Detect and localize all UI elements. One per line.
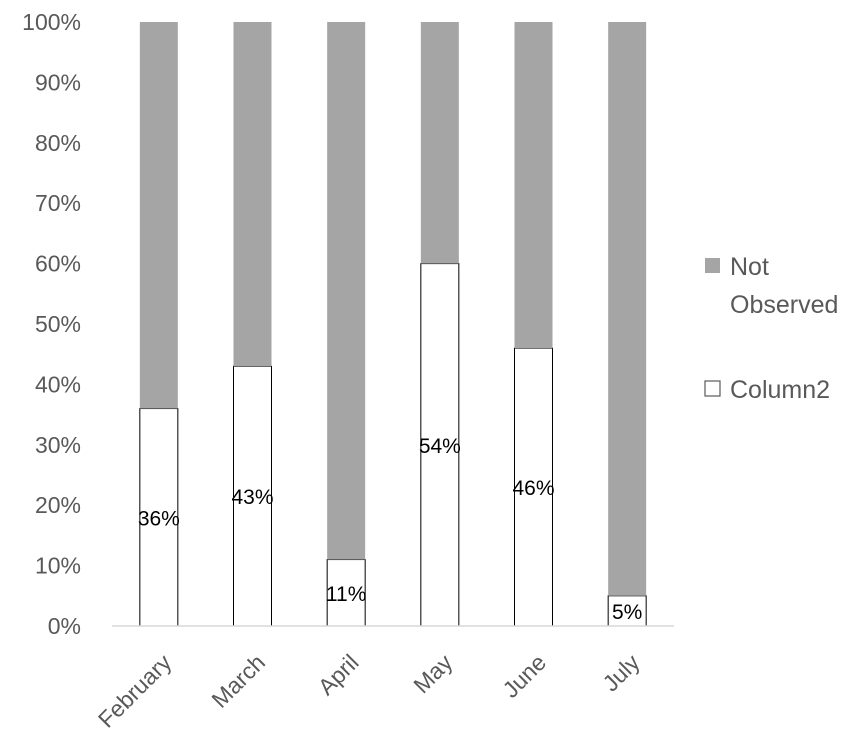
bar-column2 [607, 595, 647, 627]
bar-column2 [139, 408, 179, 627]
x-category-label: February [93, 649, 177, 733]
bar-not-observed [233, 22, 272, 367]
y-tick-label: 30% [35, 432, 81, 458]
data-labels: 36% 43% 11% 54% 46% 5% [138, 435, 643, 624]
y-tick-label: 10% [35, 553, 81, 579]
data-label: 54% [419, 435, 461, 458]
x-axis: February March April May June July [93, 649, 645, 733]
x-category-label: May [408, 649, 457, 698]
data-label: 46% [512, 477, 554, 500]
bar-not-observed [139, 22, 178, 409]
x-category-label: March [206, 649, 270, 713]
legend-label: Column2 [730, 376, 830, 404]
y-tick-label: 70% [35, 190, 81, 216]
bar-not-observed [608, 22, 647, 596]
legend-label: Not [730, 253, 769, 281]
x-category-label: July [597, 649, 645, 697]
y-axis: 0% 10% 20% 30% 40% 50% 60% 70% 80% 90% 100% [22, 9, 81, 639]
legend-label: Observed [730, 291, 838, 319]
y-tick-label: 50% [35, 311, 81, 337]
legend-swatch [704, 380, 721, 397]
y-tick-label: 90% [35, 69, 81, 95]
bar-column2 [420, 263, 460, 627]
y-tick-label: 20% [35, 492, 81, 518]
y-tick-label: 60% [35, 251, 81, 277]
x-category-label: April [313, 649, 364, 700]
bar-not-observed [327, 22, 366, 560]
bar-not-observed [514, 22, 553, 349]
x-category-label: June [497, 649, 551, 703]
legend: Not Observed Column2 [704, 253, 838, 404]
y-tick-label: 100% [22, 9, 81, 35]
data-label: 36% [138, 507, 180, 530]
data-label: 43% [231, 486, 273, 509]
y-tick-label: 40% [35, 371, 81, 397]
legend-swatch [705, 258, 720, 273]
data-label: 11% [326, 583, 366, 606]
data-label: 5% [612, 601, 642, 624]
bar-not-observed [420, 22, 459, 264]
y-tick-label: 0% [48, 613, 81, 639]
bar-column2 [233, 365, 272, 627]
y-tick-label: 80% [35, 130, 81, 156]
bars [139, 22, 647, 627]
